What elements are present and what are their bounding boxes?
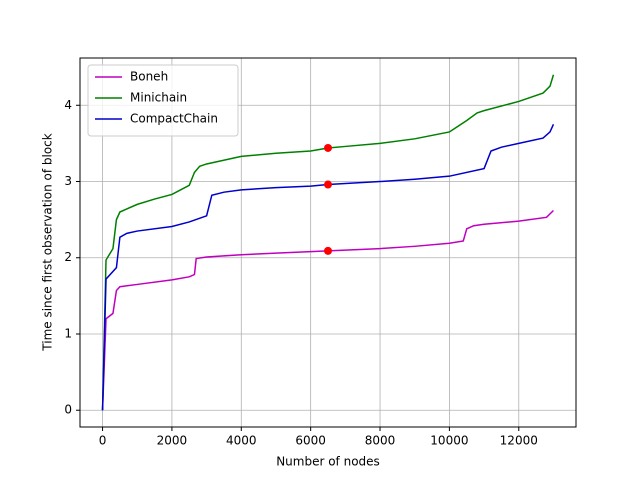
y-axis-label: Time since first observation of block bbox=[41, 133, 55, 351]
x-tick-label: 10000 bbox=[430, 434, 468, 448]
marker bbox=[324, 143, 332, 152]
y-tick-label: 2 bbox=[64, 250, 72, 264]
marker bbox=[324, 246, 332, 255]
plot-frame bbox=[79, 57, 577, 428]
legend-label: Minichain bbox=[130, 91, 187, 105]
x-tick-label: 6000 bbox=[295, 434, 326, 448]
x-tick-label: 0 bbox=[99, 434, 107, 448]
line bbox=[101, 209, 554, 411]
line bbox=[101, 74, 555, 411]
x-tick-label: 8000 bbox=[365, 434, 396, 448]
y-tick-label: 1 bbox=[64, 326, 72, 340]
x-tick-label: 12000 bbox=[500, 434, 538, 448]
y-tick-label: 4 bbox=[64, 98, 72, 112]
legend-label: Boneh bbox=[130, 70, 168, 84]
legend-box bbox=[87, 64, 239, 137]
legend-label: CompactChain bbox=[130, 112, 218, 126]
y-tick-label: 0 bbox=[64, 403, 72, 417]
y-tick-label: 3 bbox=[64, 174, 72, 188]
x-tick-label: 4000 bbox=[226, 434, 257, 448]
x-axis-label: Number of nodes bbox=[276, 455, 380, 469]
x-tick-label: 2000 bbox=[157, 434, 188, 448]
line bbox=[101, 124, 555, 411]
marker bbox=[324, 180, 332, 189]
